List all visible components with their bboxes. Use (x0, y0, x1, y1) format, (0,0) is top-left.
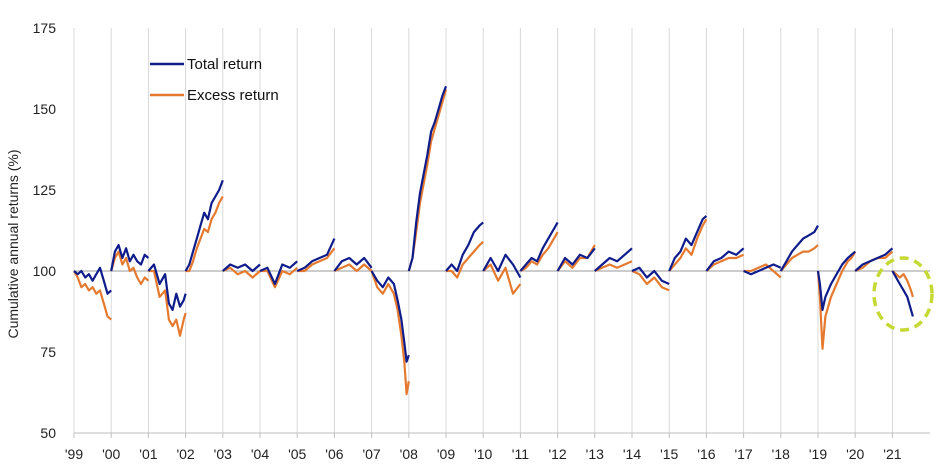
x-tick-label-22: '21 (883, 446, 901, 462)
total-return-line-2013 (594, 247, 633, 272)
excess-return-line-2003 (222, 266, 261, 279)
series-excess-return (73, 89, 914, 396)
x-tick-label-11: '10 (474, 446, 492, 462)
excess-return-line-1999 (73, 270, 112, 321)
x-tick-label-3: '02 (176, 446, 194, 462)
y-tick-label-2: 100 (33, 263, 57, 279)
x-tick-label-12: '11 (512, 446, 529, 462)
x-tick-label-9: '08 (400, 446, 418, 462)
highlight-circle (872, 256, 934, 332)
y-tick-label-3: 125 (33, 182, 57, 198)
legend: Total return Excess return (150, 56, 279, 104)
y-tick-label-1: 75 (40, 344, 56, 360)
x-tick-label-21: '20 (846, 446, 864, 462)
x-tick-label-19: '18 (772, 446, 790, 462)
total-return-line-2010 (482, 253, 522, 279)
y-tick-label-5: 175 (33, 20, 57, 36)
excess-return-line-2004 (260, 266, 298, 289)
excess-return-line-2011 (519, 231, 559, 272)
total-return-line-2004 (259, 260, 298, 286)
total-return-line-2001 (147, 263, 187, 311)
x-tick-label-0: '99 (65, 446, 83, 462)
excess-return-line-2018 (779, 244, 819, 272)
legend-label-excess-return: Excess return (187, 87, 279, 104)
total-return-line-2012 (556, 247, 596, 272)
vertical-gridlines (73, 28, 893, 433)
excess-return-line-2019 (816, 251, 857, 350)
x-tick-label-4: '03 (214, 446, 232, 462)
x-tick-label-8: '07 (362, 446, 380, 462)
excess-return-line-2007 (370, 270, 410, 396)
x-axis-ticks: '99 '00 '01 '02 '03 '04 '05 '06 '07 '08 '09 '10 '11 '… (65, 433, 902, 462)
x-tick-label-2: '01 (139, 446, 157, 462)
x-tick-label-7: '06 (325, 446, 343, 462)
x-tick-label-14: '13 (586, 446, 604, 462)
total-return-line-2007 (370, 270, 410, 363)
x-tick-label-20: '19 (809, 446, 827, 462)
excess-return-line-2016 (705, 253, 745, 272)
x-tick-label-17: '16 (697, 446, 715, 462)
y-tick-label-0: 50 (40, 425, 56, 441)
y-axis-ticks: 50 75 100 125 150 175 (33, 20, 57, 441)
x-tick-label-18: '17 (734, 446, 752, 462)
excess-return-line-2014 (631, 269, 670, 292)
excess-return-line-2010 (482, 263, 522, 295)
x-tick-label-13: '12 (548, 446, 566, 462)
x-tick-label-16: '15 (660, 446, 678, 462)
total-return-line-2016 (705, 247, 745, 272)
excess-return-line-2015 (668, 218, 708, 272)
total-return-line-2017 (743, 263, 782, 276)
total-return-line-2014 (631, 266, 670, 286)
excess-return-line-2017 (743, 263, 782, 279)
total-return-line-2018 (779, 225, 819, 272)
total-return-line-2000 (110, 244, 150, 272)
excess-return-line-2002 (185, 195, 224, 273)
x-tick-label-5: '04 (251, 446, 269, 462)
x-tick-label-15: '14 (623, 446, 641, 462)
total-return-line-1999 (73, 266, 112, 295)
total-return-line-2002 (184, 179, 224, 272)
x-tick-label-1: '00 (102, 446, 120, 462)
excess-return-line-2005 (297, 247, 336, 273)
excess-return-line-2013 (594, 260, 633, 273)
excess-return-line-2021 (891, 270, 914, 298)
total-return-line-2008 (407, 85, 448, 272)
total-return-line-2009 (445, 221, 484, 273)
total-return-line-2011 (519, 221, 559, 272)
total-return-line-2019 (816, 250, 856, 311)
excess-return-line-2009 (446, 240, 484, 279)
x-tick-label-10: '09 (437, 446, 455, 462)
total-return-line-2015 (668, 215, 708, 272)
excess-return-line-2000 (110, 250, 150, 286)
total-return-line-2003 (222, 263, 261, 273)
excess-return-line-2001 (148, 269, 187, 337)
x-tick-label-6: '05 (288, 446, 306, 462)
total-return-line-2020 (854, 247, 894, 272)
y-axis-label: Cumulative annual returns (%) (5, 149, 21, 338)
total-return-line-2005 (296, 238, 336, 273)
total-return-line-2021 (891, 270, 914, 317)
excess-return-line-2006 (333, 263, 373, 273)
total-return-line-2006 (333, 256, 373, 272)
y-tick-label-4: 150 (33, 101, 57, 117)
series-total-return (73, 85, 914, 363)
legend-label-total-return: Total return (187, 56, 262, 73)
